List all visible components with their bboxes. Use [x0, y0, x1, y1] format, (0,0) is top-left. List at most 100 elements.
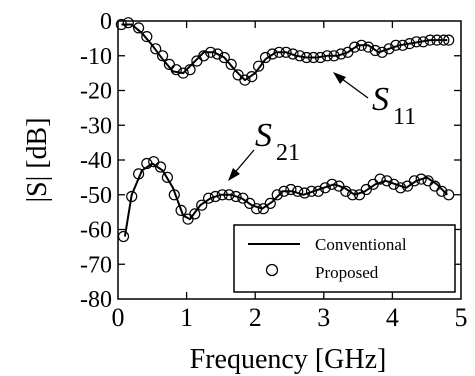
- data-point-proposed-s21: [319, 182, 331, 194]
- data-point-proposed-s21: [347, 189, 359, 201]
- data-point-proposed-s11: [211, 48, 224, 60]
- data-point-proposed-s21: [264, 197, 276, 209]
- data-point-proposed-s11: [163, 58, 175, 71]
- annotation-s11-subscript: 11: [393, 104, 416, 130]
- data-point-proposed-s11: [198, 50, 210, 62]
- data-point-proposed-s21: [175, 204, 187, 216]
- annotation-s21-subscript: 21: [276, 140, 300, 166]
- data-point-proposed-s11: [335, 48, 347, 60]
- data-point-proposed-s21: [415, 173, 427, 185]
- data-point-proposed-s11: [287, 48, 299, 60]
- annotation-s11-symbol: S: [372, 81, 389, 118]
- data-point-proposed-s11: [376, 46, 388, 58]
- x-tick-label: 2: [249, 303, 262, 332]
- annotation-s21: S 21: [228, 117, 300, 181]
- data-point-proposed-s21: [244, 197, 256, 209]
- data-point-proposed-s11: [404, 37, 416, 50]
- data-point-proposed-s21: [168, 189, 180, 201]
- x-tick-label: 5: [455, 303, 468, 332]
- data-point-proposed-s11: [225, 58, 237, 71]
- data-point-proposed-s11: [177, 67, 189, 79]
- y-tick-label: -10: [80, 44, 112, 70]
- data-point-proposed-s21: [395, 182, 407, 194]
- data-point-proposed-s21: [436, 185, 448, 197]
- data-point-proposed-s11: [307, 51, 320, 64]
- data-point-proposed-s21: [216, 189, 228, 201]
- data-point-proposed-s11: [184, 64, 196, 76]
- data-point-proposed-s11: [239, 74, 251, 86]
- data-point-proposed-s21: [443, 189, 455, 201]
- series-layer: [115, 17, 455, 243]
- data-point-proposed-s21: [203, 192, 215, 204]
- data-point-proposed-s21: [388, 178, 400, 190]
- y-tick-label: 0: [100, 9, 112, 35]
- data-point-proposed-s21: [408, 175, 420, 187]
- data-point-proposed-s21: [374, 173, 386, 185]
- data-point-proposed-s21: [285, 183, 297, 196]
- data-point-proposed-s21: [257, 203, 269, 215]
- axis-ticks: 0 1 2 3 4 5 0 -10 -20 -30 -40 -50 -60 -70 -80: [80, 9, 468, 332]
- data-point-proposed-s21: [117, 230, 130, 243]
- x-tick-label: 3: [317, 303, 330, 332]
- series-line-conventional-s21: [123, 162, 449, 237]
- data-point-proposed-s21: [305, 185, 318, 197]
- data-point-proposed-s21: [401, 180, 414, 192]
- data-point-proposed-s21: [189, 208, 201, 220]
- legend-line-label: Conventional: [315, 235, 407, 254]
- data-point-proposed-s11: [218, 51, 230, 64]
- data-point-proposed-s11: [133, 22, 145, 34]
- y-tick-label: -40: [80, 148, 112, 174]
- annotation-s11-arrowhead: [333, 72, 346, 84]
- data-point-proposed-s11: [321, 50, 333, 62]
- data-point-proposed-s11: [438, 34, 450, 46]
- annotation-s21-symbol: S: [255, 117, 272, 154]
- data-point-proposed-s21: [326, 178, 338, 190]
- data-point-proposed-s11: [157, 50, 169, 62]
- data-point-proposed-s11: [273, 46, 285, 58]
- data-point-proposed-s11: [115, 18, 128, 31]
- data-point-proposed-s11: [301, 51, 313, 64]
- data-point-proposed-s11: [191, 55, 203, 67]
- x-tick-label: 4: [386, 303, 399, 332]
- legend-marker-swatch: [265, 263, 279, 277]
- y-tick-label: -60: [80, 218, 112, 244]
- data-point-proposed-s11: [232, 69, 244, 81]
- data-point-proposed-s11: [259, 51, 272, 64]
- annotation-s11: S 11: [333, 72, 416, 130]
- data-point-proposed-s21: [223, 189, 235, 201]
- data-point-proposed-s11: [383, 43, 395, 55]
- data-point-proposed-s11: [266, 48, 278, 60]
- legend: Conventional Proposed: [233, 224, 456, 293]
- annotation-s21-arrowhead: [228, 168, 240, 181]
- data-point-proposed-s11: [170, 64, 182, 76]
- data-point-proposed-s11: [294, 50, 306, 62]
- y-tick-label: -50: [80, 183, 112, 209]
- y-tick-label: -30: [80, 113, 112, 139]
- data-point-proposed-s11: [122, 17, 134, 29]
- data-point-proposed-s11: [253, 60, 265, 72]
- y-tick-label: -70: [80, 252, 112, 278]
- data-point-proposed-s11: [443, 34, 455, 46]
- data-point-proposed-s21: [292, 185, 304, 197]
- y-tick-label: -20: [80, 79, 112, 105]
- data-point-proposed-s11: [246, 70, 258, 83]
- x-axis-title: Frequency [GHz]: [190, 344, 387, 375]
- data-point-proposed-s11: [397, 39, 409, 51]
- series-line-conventional-s11: [121, 23, 448, 82]
- data-point-proposed-s11: [141, 30, 153, 43]
- data-point-proposed-s11: [410, 36, 422, 48]
- data-point-proposed-s11: [205, 46, 217, 58]
- data-point-proposed-s21: [154, 161, 167, 173]
- data-point-proposed-s21: [209, 190, 221, 203]
- legend-box: [233, 224, 456, 293]
- data-point-proposed-s11: [431, 34, 443, 46]
- data-point-proposed-s11: [369, 44, 381, 57]
- data-point-proposed-s21: [381, 175, 393, 187]
- data-point-proposed-s21: [133, 168, 145, 180]
- data-point-proposed-s11: [390, 39, 402, 51]
- data-point-proposed-s21: [278, 185, 290, 197]
- x-tick-label: 1: [180, 303, 193, 332]
- legend-marker-label: Proposed: [315, 263, 379, 282]
- data-point-proposed-s21: [230, 190, 242, 203]
